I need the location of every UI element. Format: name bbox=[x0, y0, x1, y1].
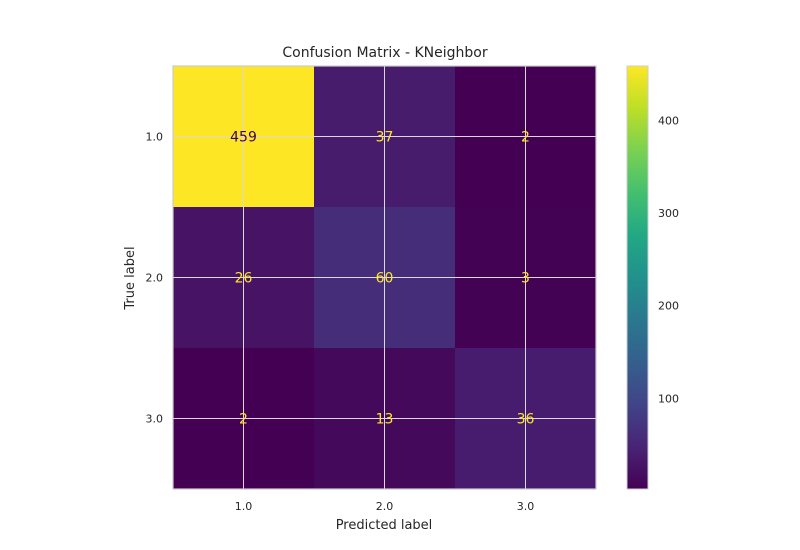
cell-value-labels: 459 37 2 26 60 3 2 13 36 bbox=[230, 130, 534, 428]
y-tick-label-3: 3.0 bbox=[146, 413, 164, 426]
y-tick-label-2: 2.0 bbox=[146, 272, 164, 285]
cell-value-label-r1-c1: 459 bbox=[230, 130, 257, 146]
x-tick-labels: 1.0 2.0 3.0 bbox=[235, 500, 535, 513]
cell-value-label-r3-c2: 13 bbox=[376, 412, 394, 428]
cell-value-label-r2-c2: 60 bbox=[376, 271, 394, 287]
colorbar-tick-label-2: 200 bbox=[658, 300, 679, 313]
x-tick-label-3: 3.0 bbox=[517, 500, 535, 513]
cell-value-label-r3-c3: 36 bbox=[517, 412, 535, 428]
colorbar bbox=[626, 65, 649, 490]
plot-frame bbox=[172, 65, 597, 490]
cell-value-label-r1-c2: 37 bbox=[376, 130, 394, 146]
colorbar-tick-label-3: 300 bbox=[658, 207, 679, 220]
colorbar-tick-label-1: 100 bbox=[658, 392, 679, 405]
cell-value-label-r3-c1: 2 bbox=[239, 412, 248, 428]
x-tick-label-2: 2.0 bbox=[376, 500, 394, 513]
cell-value-label-r1-c3: 2 bbox=[521, 130, 530, 146]
x-axis-label: Predicted label bbox=[336, 518, 433, 533]
y-tick-labels: 1.0 2.0 3.0 bbox=[146, 131, 164, 426]
grid-lines bbox=[173, 66, 596, 489]
colorbar-tick-labels: 100 200 300 400 bbox=[658, 115, 679, 406]
cell-value-label-r2-c1: 26 bbox=[235, 271, 253, 287]
cell-value-label-r2-c3: 3 bbox=[521, 271, 530, 287]
chart-title: Confusion Matrix - KNeighbor bbox=[282, 45, 487, 61]
x-tick-label-1: 1.0 bbox=[235, 500, 253, 513]
y-axis-label: True label bbox=[123, 246, 138, 310]
colorbar-tick-label-4: 400 bbox=[658, 115, 679, 128]
y-tick-label-1: 1.0 bbox=[146, 131, 164, 144]
